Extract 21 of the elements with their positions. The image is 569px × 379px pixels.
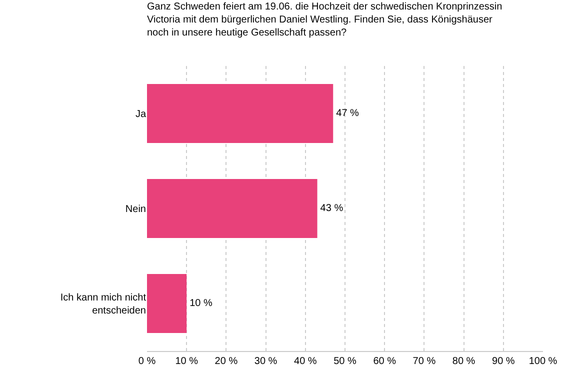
data-label: 43 % bbox=[320, 203, 344, 214]
data-label: 10 % bbox=[190, 298, 212, 309]
y-tick-label: Nein bbox=[125, 204, 146, 215]
bar bbox=[147, 84, 334, 143]
x-tick-label: 30 % bbox=[254, 356, 278, 367]
x-tick-label: 80 % bbox=[452, 356, 476, 367]
x-tick-label: 90 % bbox=[492, 356, 515, 367]
y-tick-label: Ich kann mich nicht entscheiden bbox=[60, 292, 146, 316]
bar bbox=[147, 179, 318, 238]
y-tick-label: Ja bbox=[135, 109, 146, 120]
x-tick-label: 70 % bbox=[412, 356, 436, 367]
chart-title: Ganz Schweden feiert am 19.06. die Hochzeit der schwedischen Kronprinzessin Victoria mit dem bürgerlichen Daniel Westling. Finden Sie, dass Königshäuser noch in unsere heutige Gesellschaft passen? bbox=[147, 1, 502, 38]
bar bbox=[147, 274, 187, 333]
data-label: 47 % bbox=[336, 108, 360, 119]
x-tick-label: 60 % bbox=[373, 356, 396, 367]
x-tick-label: 10 % bbox=[175, 356, 198, 367]
x-tick-label: 0 % bbox=[138, 356, 156, 367]
x-tick-label: 40 % bbox=[294, 356, 317, 367]
x-tick-label: 50 % bbox=[334, 356, 357, 367]
x-tick-label: 100 % bbox=[528, 356, 558, 367]
x-tick-label: 20 % bbox=[214, 356, 238, 367]
